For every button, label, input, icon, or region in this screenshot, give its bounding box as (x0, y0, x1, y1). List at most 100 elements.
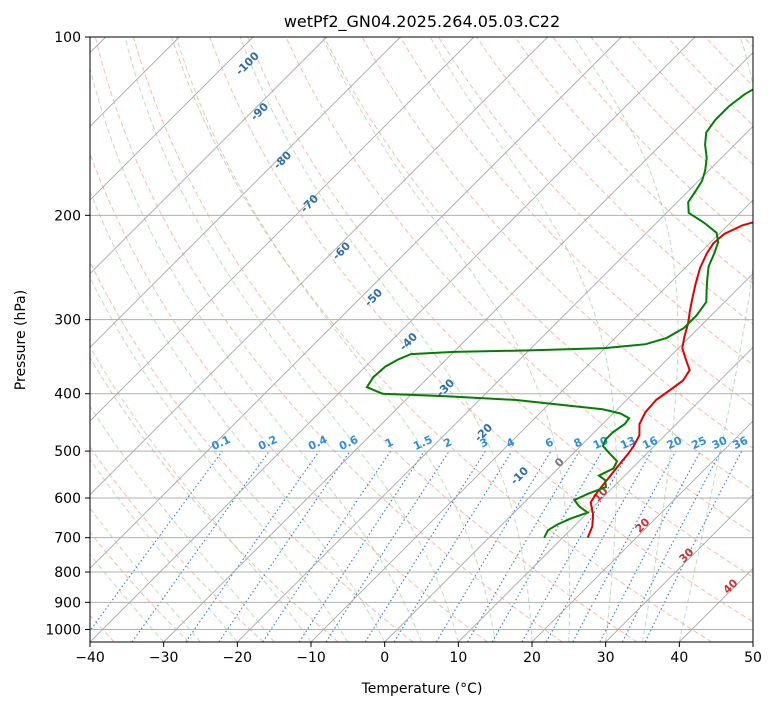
moist-adiabat (124, 37, 459, 642)
y-tick-label: 200 (54, 208, 81, 224)
mixing-ratio-line (572, 450, 677, 642)
moist-adiabat (573, 37, 679, 642)
dry-adiabat (514, 37, 753, 285)
isotherm-line (752, 641, 753, 642)
moist-adiabat (239, 37, 533, 642)
x-tick-label: 50 (744, 650, 762, 666)
mixing-ratio-label: 8 (572, 435, 584, 450)
moist-adiabat (429, 37, 617, 642)
dry-adiabat (132, 37, 638, 642)
isotherm-line (90, 37, 696, 642)
dry-adiabat (247, 37, 753, 578)
dry-adiabat (90, 531, 190, 642)
moist-adiabat-label: 30 (677, 545, 697, 565)
mixing-ratio-label: 0.1 (209, 433, 232, 453)
isotherm-line (310, 199, 753, 642)
moist-adiabat (90, 346, 312, 642)
moist-adiabat-label: 40 (721, 576, 741, 596)
moist-adiabat (321, 37, 571, 642)
mixing-ratio-line (185, 450, 320, 642)
moist-adiabat (90, 189, 386, 642)
moist-adiabat (90, 458, 238, 642)
mixing-ratio-label: 0.4 (306, 433, 329, 453)
isotherm-line (90, 37, 401, 348)
mixing-ratio-line (90, 450, 223, 632)
x-tick-label: 40 (670, 650, 688, 666)
y-tick-label: 400 (54, 387, 81, 403)
dewpoint-profile (365, 88, 753, 539)
isotherm-line (237, 125, 753, 642)
moist-adiabat (90, 405, 275, 642)
mixing-ratio-label: 36 (731, 434, 751, 452)
mixing-ratio-line (545, 450, 653, 642)
dry-adiabat-label: -20 (472, 421, 495, 444)
dry-adiabat-label: -60 (330, 239, 353, 262)
y-axis-label: Pressure (hPa) (13, 290, 29, 390)
grid-lines (90, 37, 753, 630)
dry-adiabat-label: -10 (508, 464, 531, 487)
isotherm-line (679, 567, 753, 642)
mixing-ratio-line (521, 450, 630, 642)
x-axis: −40 −30 −20 −10 0 10 20 30 40 50 (75, 642, 762, 666)
dry-adiabat (323, 37, 753, 491)
y-tick-label: 800 (54, 565, 81, 581)
chart-title: wetPf2_GN04.2025.264.05.03.C22 (284, 12, 560, 32)
mixing-ratio-line (435, 450, 552, 642)
dry-adiabat (90, 260, 414, 642)
isotherm-line (531, 420, 753, 642)
dry-adiabat (90, 446, 264, 642)
isotherm-line (384, 273, 753, 642)
mixing-ratio-label: 30 (710, 434, 730, 452)
mixing-ratio-label: 16 (640, 434, 660, 452)
temperature-profile (586, 221, 753, 539)
dry-adiabat-label: -80 (271, 148, 294, 171)
dry-adiabat-label: -100 (233, 49, 262, 78)
y-tick-label: 1000 (45, 622, 81, 638)
dry-adiabat (361, 37, 753, 449)
dry-adiabat (90, 356, 339, 642)
isotherm-line (90, 37, 622, 569)
mixing-ratio-line (131, 450, 270, 642)
y-axis: 100 200 300 400 500 600 700 800 900 1000 (45, 30, 90, 638)
dry-adiabat-label: -50 (362, 286, 385, 309)
mixing-ratio-line (218, 450, 351, 642)
x-tick-label: 0 (380, 650, 389, 666)
dry-adiabat (171, 37, 712, 642)
moist-adiabat-label: 20 (633, 515, 653, 535)
isotherm-line (90, 37, 548, 496)
x-tick-label: −10 (296, 650, 326, 666)
mixing-ratio-line (298, 450, 425, 642)
y-tick-label: 700 (54, 531, 81, 547)
mixing-ratio-label: 0.2 (256, 433, 279, 453)
dry-adiabat (437, 37, 753, 366)
moist-adiabat (90, 507, 201, 642)
plot-area: 0.1 0.2 0.4 0.6 1 1.5 2 3 4 6 8 10 13 16 20 25 30 36 -100… (90, 37, 753, 642)
isotherm-line (90, 37, 254, 201)
isotherm-line (90, 37, 475, 422)
y-tick-label: 600 (54, 491, 81, 507)
mixing-ratio-line (393, 450, 513, 642)
isotherm-line (605, 494, 753, 642)
series-layer (365, 88, 753, 539)
mixing-ratio-line (644, 450, 743, 642)
isotherm-line (458, 346, 753, 642)
x-tick-label: 10 (449, 650, 467, 666)
mixing-ratio-label: 25 (689, 434, 708, 452)
moist-adiabat (678, 37, 753, 642)
x-tick-label: −40 (75, 650, 105, 666)
dry-adiabat (399, 37, 753, 407)
isotherm-line (163, 52, 753, 642)
skewed-isotherms (90, 37, 753, 642)
mixing-ratio-label: 0.6 (337, 433, 360, 453)
x-tick-label: −30 (149, 650, 179, 666)
mixing-ratio-line (621, 450, 722, 642)
y-tick-label: 100 (54, 30, 81, 46)
moist-adiabat (175, 37, 496, 642)
x-tick-label: 20 (523, 650, 541, 666)
y-tick-label: 300 (54, 313, 81, 329)
mixing-ratio-label: 20 (665, 434, 685, 452)
dry-adiabat (209, 37, 753, 623)
x-tick-label: 30 (597, 650, 615, 666)
dry-adiabat-label: -70 (298, 192, 321, 215)
